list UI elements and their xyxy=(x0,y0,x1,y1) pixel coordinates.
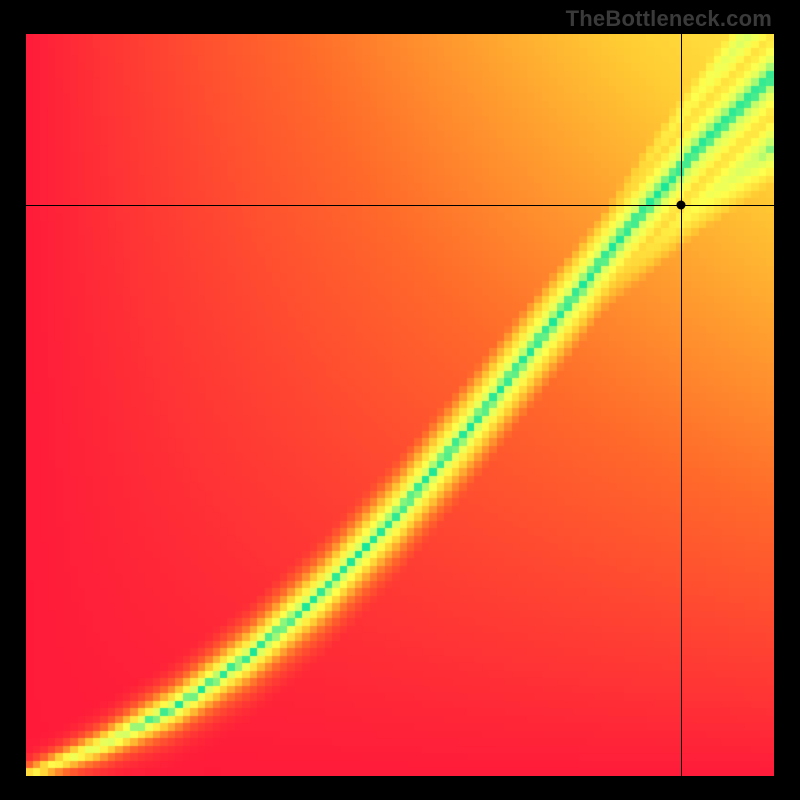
watermark-text: TheBottleneck.com xyxy=(566,6,772,32)
bottleneck-heatmap xyxy=(26,34,774,776)
crosshair-vertical xyxy=(681,34,682,776)
chart-container: TheBottleneck.com xyxy=(0,0,800,800)
crosshair-horizontal xyxy=(26,205,774,206)
plot-area xyxy=(26,34,774,776)
crosshair-marker-dot xyxy=(677,200,686,209)
